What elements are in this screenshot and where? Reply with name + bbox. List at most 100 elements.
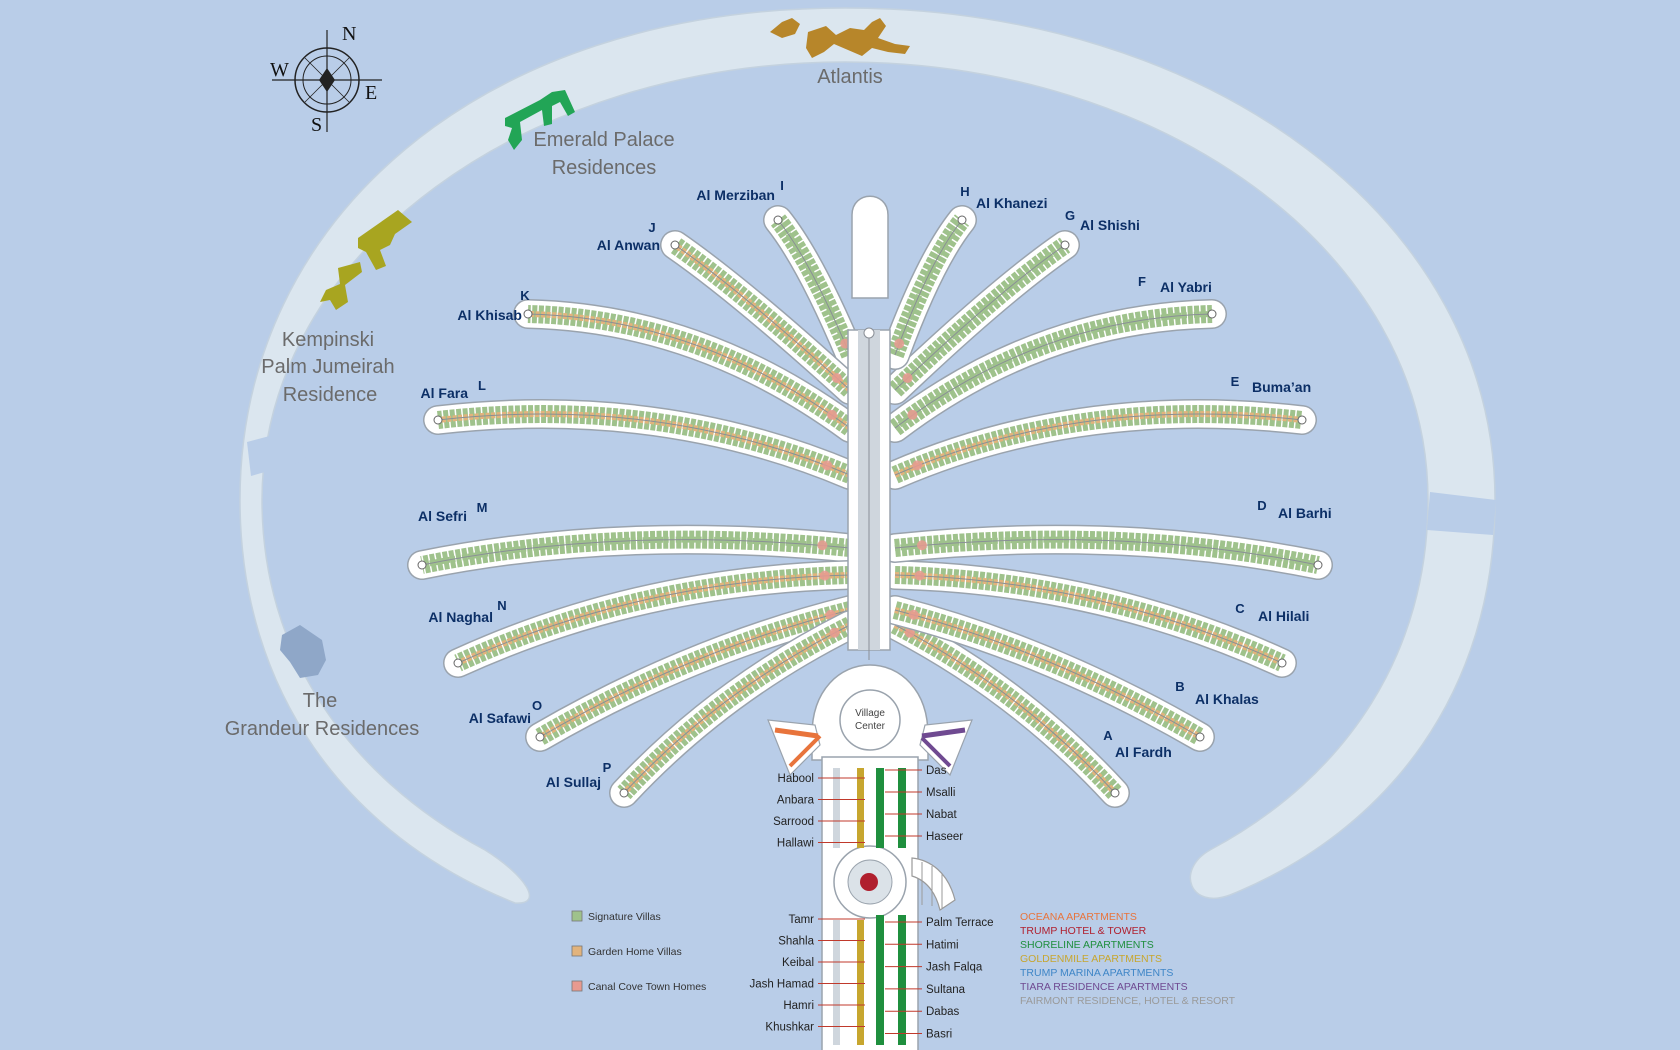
frond-name-label: Al Hilali [1258, 608, 1309, 624]
compass-north: N [342, 23, 356, 45]
frond-road [539, 609, 851, 738]
street-label: Jash Hamad [749, 979, 814, 991]
frond-tip [1207, 309, 1217, 319]
canal-cove-homes [817, 540, 828, 551]
street-label: Msalli [926, 787, 955, 799]
frond-letter-label: P [603, 760, 612, 775]
street-label: Basri [926, 1029, 952, 1041]
grandeur-label-line-1: The [303, 690, 337, 712]
frond-road [894, 609, 1201, 738]
frond-tip [453, 658, 463, 668]
street-label: Shahla [778, 936, 814, 948]
legend-label: Garden Home Villas [588, 946, 682, 958]
frond-road [894, 539, 1319, 566]
development-key-label: GOLDENMILE APARTMENTS [1020, 953, 1162, 965]
frond-road [894, 624, 1116, 794]
frond-name-label: Al Naghal [428, 609, 493, 625]
kempinski-label-line-3: Residence [283, 384, 378, 406]
street-label: Sultana [926, 984, 966, 996]
frond-name-label: Buma’an [1252, 379, 1311, 395]
frond-road [777, 219, 851, 356]
atlantis-label: Atlantis [817, 66, 883, 88]
frond-letter-label: N [497, 598, 506, 613]
village-center-circle [839, 689, 901, 751]
frond-f [880, 299, 1227, 443]
frond-road [894, 219, 963, 356]
crescent-body [239, 7, 1496, 904]
street-label: Jash Falqa [926, 962, 983, 974]
street-label: Hallawi [777, 838, 814, 850]
frond-road [437, 413, 851, 476]
street-label: Nabat [926, 809, 957, 821]
crescent-gap-east [1427, 492, 1496, 535]
frond-letter-label: B [1175, 679, 1184, 694]
frond-n [443, 560, 865, 678]
frond-letter-label: C [1235, 601, 1245, 616]
legend-label: Canal Cove Town Homes [588, 981, 706, 993]
frond-road [457, 574, 851, 664]
village-center-label-line-1: Village [855, 708, 885, 719]
development-key-label: FAIRMONT RESIDENCE, HOTEL & RESORT [1020, 995, 1236, 1007]
street-label: Haseer [926, 831, 963, 843]
grandeur-building [280, 625, 326, 678]
frond-b [880, 595, 1215, 752]
frond-name-label: Al Khalas [1195, 691, 1259, 707]
frond-name-label: Al Fardh [1115, 744, 1172, 760]
frond-tip [417, 560, 427, 570]
compass-south: S [311, 114, 322, 136]
development-key-label: TIARA RESIDENCE APARTMENTS [1020, 981, 1188, 993]
frond-c [880, 560, 1297, 678]
frond-letter-label: K [520, 288, 530, 303]
canal-cove-homes [914, 570, 925, 581]
street-label: Hamri [783, 1000, 814, 1012]
canal-cove-homes [831, 373, 842, 383]
frond-name-label: Al Barhi [1278, 505, 1332, 521]
emerald-palace-building [505, 90, 575, 150]
canal-cove-homes [894, 338, 905, 349]
frond-letter-label: D [1257, 498, 1266, 513]
crescent-gap-west [247, 428, 306, 476]
frond-tip [1195, 732, 1205, 742]
canal-cove-homes [908, 609, 919, 620]
legend-swatch [571, 980, 583, 992]
frond-tip [1313, 560, 1323, 570]
legend-swatch [571, 945, 583, 957]
frond-d [880, 524, 1333, 580]
frond-a [880, 610, 1130, 808]
crescent [239, 7, 1496, 904]
frond-letter-label: J [648, 220, 655, 235]
frond-letter-label: L [478, 378, 486, 393]
frond-tip [619, 788, 629, 798]
frond-tip [523, 309, 533, 319]
frond-letter-label: E [1231, 374, 1240, 389]
kempinski-label-line-1: Kempinski [282, 329, 374, 351]
canal-cove-homes [907, 409, 918, 420]
canal-cove-homes [905, 627, 915, 638]
frond-letter-label: O [532, 698, 542, 713]
frond-tip [670, 240, 680, 250]
frond-letter-label: I [780, 178, 784, 193]
street-label: Anbara [777, 795, 815, 807]
frond-name-label: Al Shishi [1080, 217, 1140, 233]
frond-road [894, 244, 1066, 391]
frond-road [674, 244, 851, 391]
emerald-label-line-1: Emerald Palace [533, 129, 674, 151]
development-key-label: SHORELINE APARTMENTS [1020, 939, 1154, 951]
street-label: Khushkar [765, 1022, 814, 1034]
frond-letter-label: A [1103, 728, 1113, 743]
frond-tip [1110, 788, 1120, 798]
frond-k [513, 299, 865, 443]
frond-road [894, 313, 1213, 429]
frond-road [894, 413, 1303, 476]
frond-name-label: Al Merziban [696, 187, 775, 203]
grandeur-label-line-2: Grandeur Residences [225, 718, 420, 740]
development-key-label: TRUMP MARINA APARTMENTS [1020, 967, 1173, 979]
frond-h [880, 205, 977, 370]
frond-road [421, 539, 851, 566]
frond-name-label: Al Khisab [457, 307, 522, 323]
canal-cove-homes [917, 540, 927, 551]
frond-letter-label: H [960, 184, 969, 199]
frond-name-label: Al Fara [421, 385, 469, 401]
